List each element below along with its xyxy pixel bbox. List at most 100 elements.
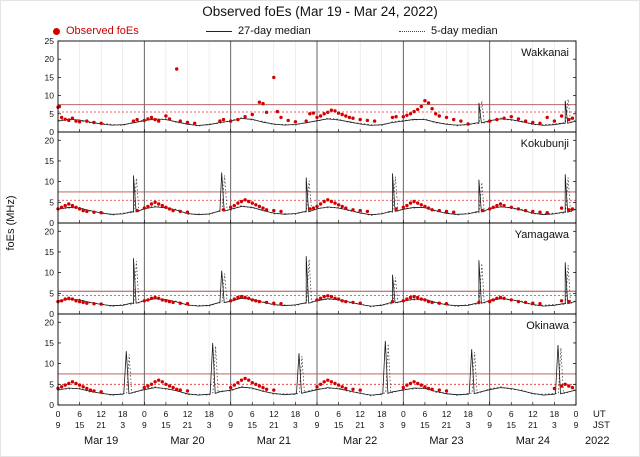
observed-point	[221, 117, 226, 122]
observed-point	[372, 119, 377, 123]
observed-point	[351, 300, 355, 305]
ut-tick-label: 0	[56, 409, 61, 419]
station-label: Yamagawa	[515, 229, 570, 241]
observed-point	[333, 109, 337, 113]
jst-tick-label: 9	[574, 420, 579, 430]
jst-tick-label: 3	[207, 420, 212, 430]
observed-point	[358, 301, 362, 305]
observed-point	[77, 120, 82, 124]
observed-point	[178, 388, 182, 392]
observed-point	[264, 387, 269, 391]
observed-point	[523, 300, 528, 305]
observed-point	[347, 115, 352, 120]
observed-point	[408, 295, 413, 300]
observed-point	[318, 296, 323, 300]
observed-point	[333, 201, 337, 205]
observed-point	[146, 117, 150, 121]
jst-tick-label: 3	[552, 420, 557, 430]
ut-tick-label: 6	[509, 409, 514, 419]
observed-point	[239, 199, 244, 204]
observed-point	[81, 300, 85, 305]
observed-point	[390, 115, 395, 120]
date-label: Mar 23	[429, 435, 463, 447]
ut-tick-label: 6	[164, 409, 169, 419]
observed-point	[167, 299, 172, 304]
ut-tick-label: 0	[401, 409, 406, 419]
observed-point	[59, 299, 64, 303]
observed-point	[146, 384, 150, 388]
jst-tick-label: 15	[161, 420, 171, 430]
observed-point	[272, 75, 276, 80]
observed-point	[254, 382, 258, 386]
observed-point	[437, 388, 441, 392]
observed-point	[153, 380, 157, 384]
observed-point	[153, 295, 157, 300]
observed-point	[488, 299, 492, 304]
observed-point	[167, 384, 172, 388]
observed-point	[351, 116, 355, 120]
observed-point	[315, 298, 319, 302]
observed-point	[405, 113, 409, 118]
observed-point	[304, 119, 308, 123]
observed-point	[142, 118, 146, 123]
observed-point	[340, 204, 344, 209]
station-label: Okinawa	[526, 320, 570, 332]
observed-point	[63, 297, 67, 301]
observed-point	[160, 203, 164, 208]
observed-point	[329, 294, 334, 299]
observed-point	[264, 300, 269, 305]
legend-median27-label: 27-day median	[238, 25, 311, 37]
y-tick-label: 10	[45, 359, 55, 369]
ut-tick-label: 6	[77, 409, 82, 419]
ut-tick-label: 0	[228, 409, 233, 419]
observed-point	[329, 199, 334, 204]
observed-point	[559, 206, 564, 210]
observed-point	[164, 205, 168, 209]
observed-point	[538, 210, 542, 214]
observed-point	[516, 117, 521, 121]
observed-points	[56, 198, 575, 215]
observed-dot-icon	[53, 27, 60, 35]
observed-point	[315, 385, 319, 389]
observed-point	[333, 296, 337, 300]
observed-point	[236, 381, 240, 385]
observed-point	[243, 376, 247, 381]
observed-point	[85, 209, 89, 214]
observed-point	[552, 386, 557, 391]
observed-point	[167, 117, 172, 121]
y-tick-label: 20	[45, 226, 55, 236]
observed-point	[437, 208, 441, 213]
observed-point	[167, 207, 172, 211]
observed-point	[358, 117, 362, 122]
observed-point	[531, 209, 535, 214]
observed-point	[412, 199, 416, 204]
ut-tick-label: 18	[463, 409, 473, 419]
observed-point	[59, 385, 64, 389]
observed-point	[336, 111, 341, 115]
observed-point	[85, 119, 89, 123]
station-label: Wakkanai	[521, 47, 569, 59]
observed-point	[351, 387, 355, 391]
observed-point	[559, 114, 564, 118]
observed-point	[423, 204, 427, 209]
legend-item-median5: 5-day median	[399, 25, 498, 37]
observed-point	[322, 380, 326, 384]
observed-point	[491, 205, 495, 209]
observed-point	[405, 297, 409, 301]
observed-point	[171, 208, 175, 213]
observed-point	[570, 385, 575, 390]
observed-point	[160, 298, 164, 302]
observed-point	[545, 211, 549, 215]
observed-point	[459, 119, 463, 123]
jst-tick-label: 15	[507, 420, 517, 430]
y-tick-label: 0	[49, 127, 54, 137]
y-tick-label: 0	[49, 309, 54, 319]
observed-point	[318, 114, 323, 118]
observed-point	[365, 209, 370, 214]
observed-point	[171, 300, 175, 305]
y-tick-label: 5	[49, 288, 54, 298]
observed-point	[311, 111, 316, 115]
y-tick-label: 5	[49, 379, 54, 389]
jst-tick-label: 3	[466, 420, 471, 430]
observed-point	[419, 297, 423, 301]
